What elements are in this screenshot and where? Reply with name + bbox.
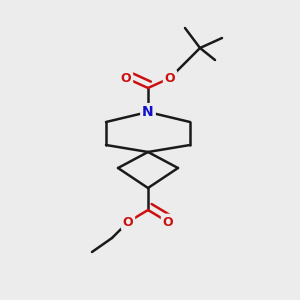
Text: O: O bbox=[163, 215, 173, 229]
Text: O: O bbox=[121, 71, 131, 85]
Text: N: N bbox=[142, 105, 154, 119]
Text: O: O bbox=[165, 71, 175, 85]
Text: O: O bbox=[123, 215, 133, 229]
